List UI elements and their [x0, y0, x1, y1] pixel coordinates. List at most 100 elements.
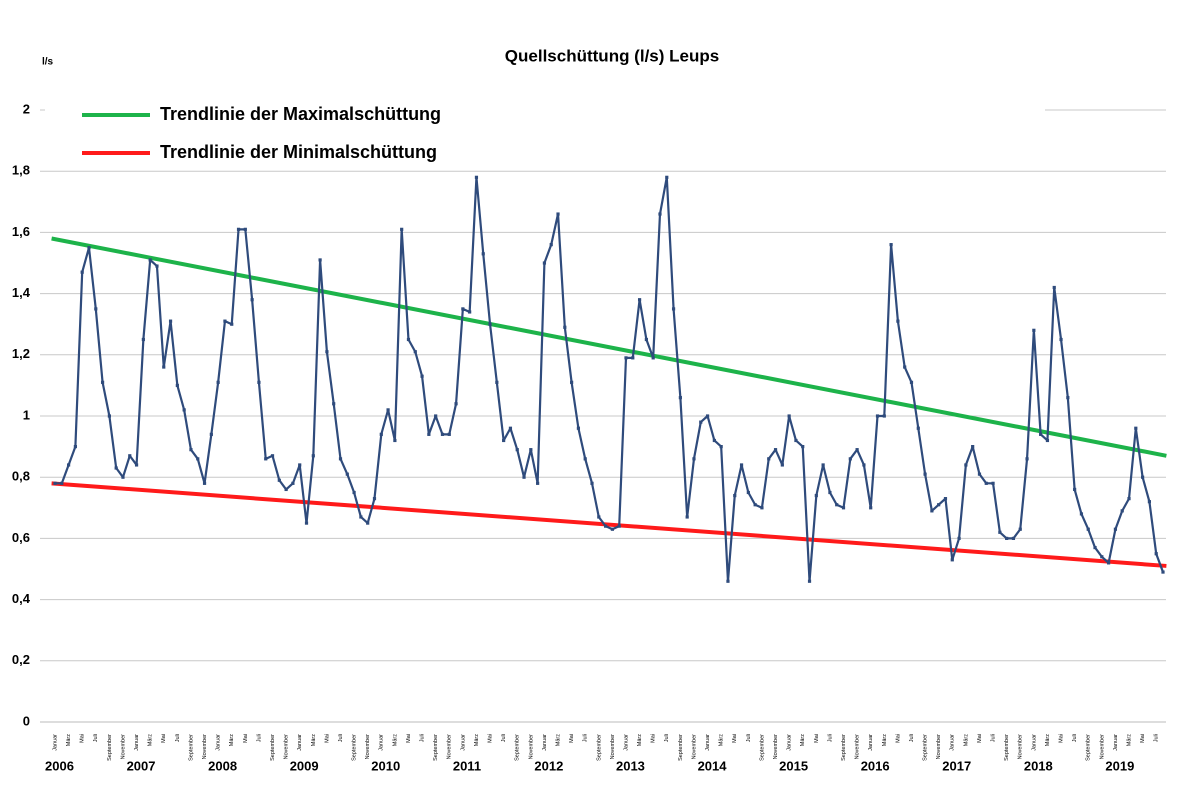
x-tick-label: Juli [93, 734, 99, 742]
year-label: 2011 [453, 758, 481, 773]
x-tick-label: März [637, 734, 643, 746]
data-point [787, 414, 791, 418]
data-point [678, 396, 682, 400]
data-point [325, 350, 329, 354]
data-point [298, 463, 302, 467]
data-point [549, 243, 553, 247]
data-point [495, 380, 499, 384]
x-tick-label: Januar [379, 734, 385, 751]
data-point [821, 463, 825, 467]
data-point [1127, 497, 1131, 501]
data-point [658, 212, 662, 216]
year-label: 2016 [861, 758, 890, 773]
x-tick-label: Januar [868, 734, 874, 751]
x-tick-label: Mai [243, 734, 249, 743]
x-tick-label: März [392, 734, 398, 746]
x-tick-label: März [66, 734, 72, 746]
data-point [134, 463, 139, 467]
y-tick-label: 1,2 [12, 346, 30, 361]
data-point [1073, 487, 1077, 492]
x-tick-label: September [352, 734, 358, 761]
x-tick-label: März [800, 734, 806, 746]
x-tick-label: September [596, 734, 602, 761]
x-tick-label: September [433, 734, 439, 761]
data-point [937, 503, 941, 507]
x-tick-label: Mai [161, 734, 167, 743]
data-point [87, 246, 91, 250]
x-tick-label: März [963, 734, 969, 746]
data-point [515, 448, 519, 452]
data-point [624, 356, 628, 360]
x-tick-label: Mai [569, 734, 575, 743]
data-point [434, 414, 438, 418]
data-point [148, 258, 152, 262]
data-point [481, 252, 485, 256]
data-point [651, 356, 655, 360]
trendline [51, 481, 1167, 568]
data-point [773, 448, 778, 452]
data-point [1052, 285, 1056, 290]
data-point [53, 481, 57, 485]
data-point [1045, 438, 1050, 443]
data-point [1018, 527, 1022, 531]
data-point [400, 227, 404, 231]
data-point [882, 414, 886, 418]
data-point [155, 264, 159, 268]
data-point [162, 365, 166, 369]
data-point [60, 481, 64, 485]
x-tick-label: Juli [1072, 734, 1078, 742]
y-tick-label: 0,6 [12, 530, 30, 545]
data-point [1011, 536, 1016, 540]
x-tick-label: Juli [175, 734, 181, 742]
y-tick-label: 0,8 [12, 469, 30, 484]
data-point [835, 503, 839, 507]
x-tick-label: März [882, 734, 888, 746]
x-tick-label: Juli [1154, 734, 1160, 742]
data-point [590, 481, 594, 485]
x-tick-label: Juli [256, 734, 262, 742]
data-point [1141, 475, 1145, 479]
x-tick-label: Mai [1058, 734, 1064, 743]
legend-label: Trendlinie der Minimalschüttung [160, 142, 437, 162]
data-point [1066, 396, 1070, 400]
x-tick-label: Mai [895, 734, 901, 743]
data-point [474, 175, 479, 179]
data-point [223, 319, 227, 323]
x-tick-label: Januar [950, 734, 956, 751]
data-point [270, 454, 275, 458]
data-point [284, 487, 288, 492]
data-point [896, 319, 900, 323]
year-label: 2019 [1105, 758, 1134, 773]
x-tick-label: Mai [80, 734, 86, 743]
data-point [739, 463, 744, 467]
x-tick-label: März [719, 734, 725, 746]
data-point [692, 457, 696, 461]
data-point [563, 325, 567, 329]
x-tick-label: Juli [501, 734, 507, 742]
x-tick-label: Juli [827, 734, 833, 742]
data-point [801, 445, 805, 449]
data-point [855, 448, 859, 452]
data-point [753, 503, 757, 507]
x-tick-label: November [284, 734, 290, 760]
year-label: 2015 [779, 758, 808, 773]
data-point [66, 463, 71, 467]
y-axis-label: l/s [42, 57, 54, 68]
data-point [665, 175, 669, 179]
x-tick-label: Januar [623, 734, 629, 751]
year-label: 2010 [371, 758, 400, 773]
data-point [311, 454, 315, 458]
data-point [909, 380, 914, 384]
data-point [338, 457, 343, 461]
data-point [386, 408, 390, 412]
data-point [604, 524, 608, 528]
data-point [420, 374, 424, 378]
x-tick-label: Juli [991, 734, 997, 742]
x-tick-label: Mai [651, 734, 657, 743]
data-point [923, 472, 927, 476]
data-point [1086, 527, 1090, 531]
data-point [447, 432, 451, 436]
data-point [216, 380, 220, 384]
data-point [372, 497, 377, 501]
data-point [168, 319, 173, 323]
